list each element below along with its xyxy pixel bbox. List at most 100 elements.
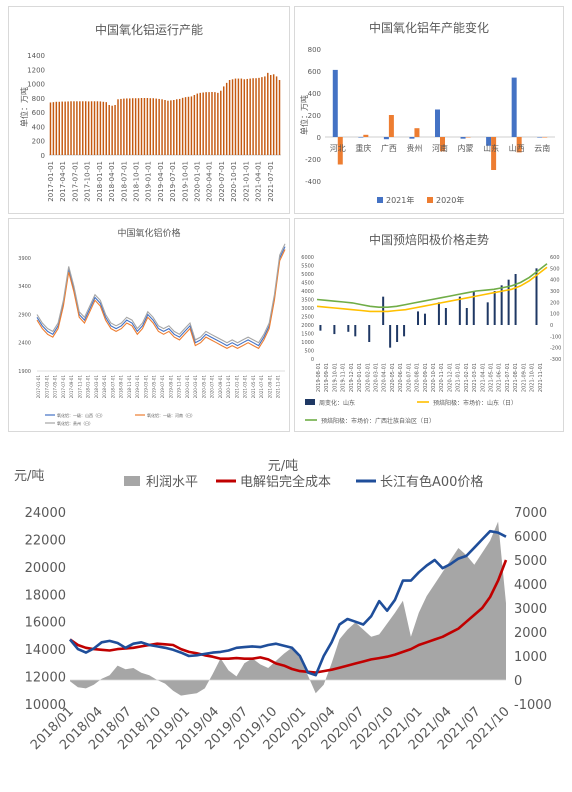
y-right-tick-label: 4000 [514, 578, 547, 593]
x-tick-label: 2019-07-01 [169, 161, 177, 202]
y-left-tick-label: 5500 [301, 264, 314, 270]
capacity-bar [261, 77, 263, 155]
weekly-change-bar [354, 325, 357, 337]
x-tick-label: 2021-10-01 [530, 363, 536, 392]
x-tick-label: 2021-09-01 [267, 375, 272, 399]
capacity-bar [84, 101, 87, 155]
capacity-change-bar [383, 137, 389, 140]
x-tick-label: 2021-11-01 [276, 375, 281, 399]
y-left-tick-label: 4000 [301, 289, 314, 295]
anode-price-line [316, 266, 548, 313]
legend-label: 氧化铝：一级：山西（日） [57, 412, 105, 418]
capacity-bar [196, 93, 199, 155]
capacity-bar [258, 77, 260, 155]
chart-title: 中国氧化铝价格 [117, 229, 181, 239]
weekly-change-bar [472, 291, 475, 325]
legend-label: 利润水平 [146, 475, 198, 490]
weekly-change-bar [535, 268, 538, 325]
x-tick-label: 2021-09-01 [521, 363, 527, 392]
y-left-tick-label: 10000 [25, 698, 66, 713]
price-series-line [36, 243, 286, 344]
x-tick-label: 2021-11-01 [538, 363, 544, 392]
y-tick-label: 600 [32, 109, 45, 117]
y-tick-label: 1900 [18, 369, 31, 375]
x-tick-label: 2021-04-01 [255, 161, 263, 202]
x-tick-label: 2020-01-01 [357, 363, 363, 392]
weekly-change-bar [514, 274, 517, 325]
y-tick-label: 1400 [27, 52, 45, 60]
capacity-bar [123, 98, 125, 155]
capacity-bar [275, 76, 278, 155]
y-left-tick-label: 1500 [301, 332, 314, 338]
aluminum-profit-chart-panel: 10000 12000 14000 16000 18000 20000 22000 24000… [8, 446, 564, 786]
y-right-tick-label: -100 [550, 334, 561, 340]
capacity-bar [61, 101, 63, 155]
capacity-change-bar [332, 69, 338, 137]
x-tick-label: 2020-09-01 [423, 363, 429, 392]
x-category-label: 山东 [483, 143, 499, 153]
legend-label: 2021年 [386, 195, 414, 205]
weekly-change-bar [417, 311, 420, 325]
capacity-bar [167, 100, 169, 155]
capacity-change-bar [537, 137, 543, 138]
weekly-change-bar [389, 325, 392, 348]
capacity-bar [237, 78, 240, 155]
legend-swatch [427, 197, 433, 203]
alumina-price-line-chart: 1900 2400 2900 3400 3900 2017-01-01 2017-03-01… [18, 243, 286, 426]
price-series-line [36, 246, 286, 347]
weekly-change-bar [403, 325, 406, 337]
capacity-change-bar [414, 128, 420, 137]
weekly-change-bar [368, 325, 371, 342]
anode-price-chart-panel: 中国预焙阳极价格走势 0 500 1000 1500 2000 2500 3000 3500 4… [294, 218, 564, 432]
capacity-bar [208, 92, 210, 155]
capacity-bar [143, 98, 146, 155]
capacity-bar [131, 98, 134, 155]
x-tick-label: 2020-01-01 [185, 375, 190, 399]
capacity-bar [108, 105, 110, 155]
price-series-line [69, 559, 508, 674]
y-left-tick-label: 6000 [301, 255, 314, 261]
capacity-bar [152, 98, 154, 155]
capacity-bar [105, 102, 107, 155]
x-tick-label: 2017-04-01 [59, 161, 67, 202]
legend-swatch [124, 476, 140, 486]
capacity-bar [49, 102, 52, 155]
capacity-bar [117, 99, 119, 155]
capacity-bar [120, 98, 122, 155]
x-tick-label: 2017-10-01 [84, 161, 92, 202]
capacity-change-bar [363, 134, 369, 137]
capacity-bar [173, 100, 175, 155]
capacity-bar [99, 101, 102, 155]
x-tick-label: 2017-09-01 [69, 375, 74, 399]
capacity-bar-chart: 0 200 400 600 800 1000 1200 1400 单位：万吨 2017-01-01… [19, 52, 281, 202]
capacity-change-bar [440, 137, 445, 152]
x-tick-label: 2020-05-01 [390, 363, 396, 392]
y-tick-label: 1200 [27, 66, 45, 74]
capacity-bar [246, 78, 248, 155]
x-tick-label: 2021-01-01 [456, 363, 462, 392]
capacity-bar [252, 78, 254, 155]
y-tick-label: 800 [308, 46, 321, 54]
x-tick-label: 2020-03-01 [374, 363, 380, 392]
x-tick-label: 2021-01-01 [234, 375, 239, 399]
y-tick-label: 1000 [27, 81, 45, 89]
profit-area [70, 521, 506, 696]
x-tick-label: 2017-07-01 [71, 161, 79, 202]
capacity-bar [211, 92, 213, 155]
x-tick-label: 2021-01-01 [242, 161, 250, 202]
x-tick-label: 2019-08-01 [316, 363, 322, 392]
x-tick-label: 2021-05-01 [489, 363, 495, 392]
x-tick-label: 2018-01-01 [96, 161, 104, 202]
y-tick-label: 0 [317, 134, 321, 142]
x-tick-label: 2019-12-01 [349, 363, 355, 392]
x-tick-label: 2018-11-01 [127, 375, 132, 399]
y-right-tick-label: 0 [550, 323, 553, 329]
capacity-bar [249, 78, 251, 155]
capacity-bar [114, 105, 116, 155]
x-tick-label: 2019-11-01 [177, 375, 182, 399]
x-category-label: 广西 [381, 143, 397, 153]
capacity-bar [140, 98, 143, 155]
capacity-bar [64, 101, 66, 155]
y-tick-label: -400 [305, 178, 321, 186]
